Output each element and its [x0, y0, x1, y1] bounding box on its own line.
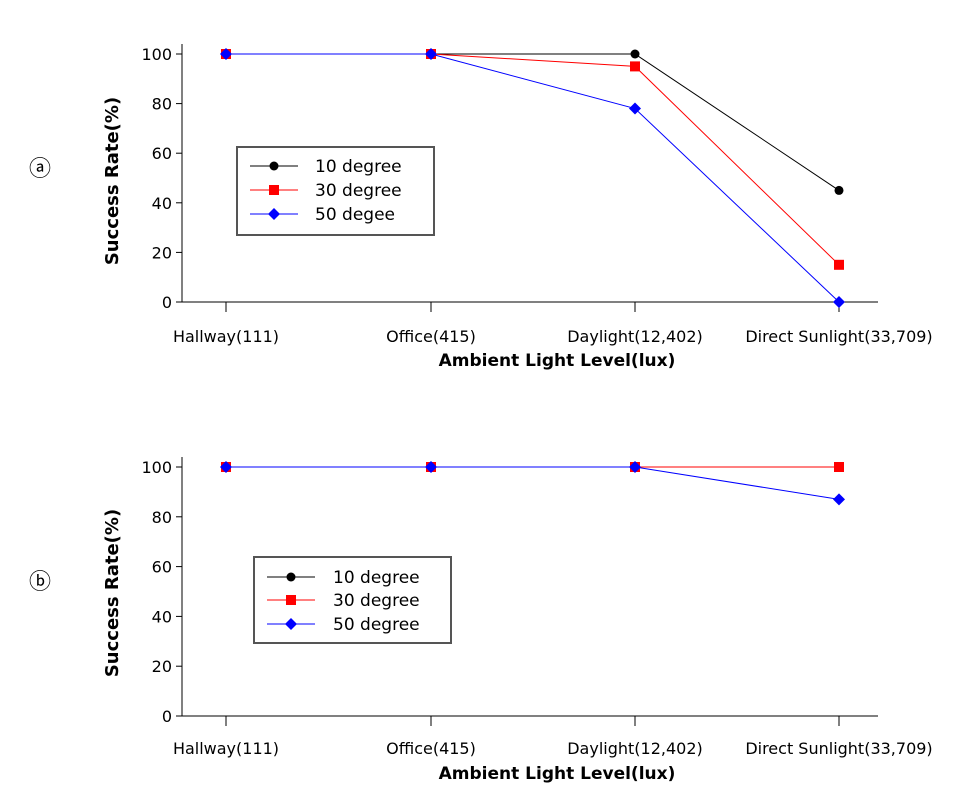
legend: 10 degree 30 degree 50 degee [236, 146, 435, 236]
y-tick-label: 80 [152, 508, 172, 527]
data-point-50-degree [833, 493, 845, 506]
x-tick-label: Direct Sunlight(33,709) [745, 739, 932, 758]
legend-label-50-degree: 50 degree [333, 615, 420, 635]
data-point-50-degree [425, 461, 437, 473]
x-tick-label: Hallway(111) [173, 739, 279, 758]
y-tick-label: 80 [152, 95, 172, 114]
x-tick-label: Office(415) [386, 739, 476, 758]
series-layer [220, 461, 845, 506]
data-point-50-degree [220, 461, 232, 473]
y-tick-label: 20 [152, 657, 172, 676]
data-point-50-degree [629, 461, 641, 473]
legend-label-30-degree: 30 degree [315, 181, 402, 201]
legend-marker-10-degree [269, 161, 279, 171]
y-tick-label: 60 [152, 558, 172, 577]
data-point-50-degee [629, 102, 641, 115]
legend-marker-50-degree [268, 208, 280, 220]
legend-marker-30-degree [286, 595, 296, 605]
data-point-10-degree [834, 185, 844, 195]
legend-marker-30-degree [269, 185, 279, 195]
y-axis-title: Success Rate(%) [102, 509, 123, 677]
y-tick-label: 0 [162, 707, 172, 726]
data-point-50-degee [220, 48, 232, 60]
y-axis-ticks [176, 466, 182, 717]
y-axis-title: Success Rate(%) [102, 97, 123, 265]
data-point-30-degree [834, 259, 844, 270]
x-tick-label: Hallway(111) [173, 327, 279, 346]
legend-label-10-degree: 10 degree [315, 157, 402, 177]
data-point-50-degee [425, 48, 437, 60]
legend-marker-10-degree [286, 572, 296, 582]
data-point-30-degree [834, 462, 844, 472]
y-tick-label: 100 [141, 45, 172, 64]
y-axis-ticks [176, 53, 182, 303]
y-tick-label: 0 [162, 293, 172, 312]
x-tick-label: Daylight(12,402) [567, 739, 703, 758]
series-line-50-degee [226, 53, 840, 303]
series-line-50-degree [226, 466, 840, 500]
x-tick-label: Office(415) [386, 327, 476, 346]
y-tick-label: 100 [141, 458, 172, 477]
y-tick-label: 40 [152, 194, 172, 213]
x-axis-ticks [225, 302, 840, 312]
chart-panel-a: ⓐ Hallway(111) Office(415) Daylight(12,4… [29, 44, 933, 371]
chart-panel-b: ⓑ Hallway(111) Office(415) Daylight(12,4… [29, 457, 933, 784]
x-axis-title: Ambient Light Level(lux) [439, 351, 676, 371]
y-tick-label: 60 [152, 144, 172, 163]
x-tick-label: Daylight(12,402) [567, 327, 703, 346]
legend-label-50-degree: 50 degee [315, 205, 395, 225]
panel-label-b: ⓑ [29, 570, 51, 595]
x-tick-label: Direct Sunlight(33,709) [745, 327, 932, 346]
series-layer [220, 48, 845, 308]
legend-label-30-degree: 30 degree [333, 591, 420, 611]
data-point-50-degee [833, 296, 845, 308]
data-point-30-degree [630, 61, 640, 72]
legend: 10 degree 30 degree 50 degree [253, 556, 452, 644]
data-point-10-degree [630, 49, 640, 59]
y-tick-label: 40 [152, 607, 172, 626]
y-tick-label: 20 [152, 243, 172, 262]
panel-label-a: ⓐ [29, 157, 51, 182]
legend-label-10-degree: 10 degree [333, 568, 420, 588]
x-axis-ticks [225, 716, 840, 726]
legend-marker-50-degree [285, 618, 297, 630]
x-axis-title: Ambient Light Level(lux) [439, 764, 676, 784]
